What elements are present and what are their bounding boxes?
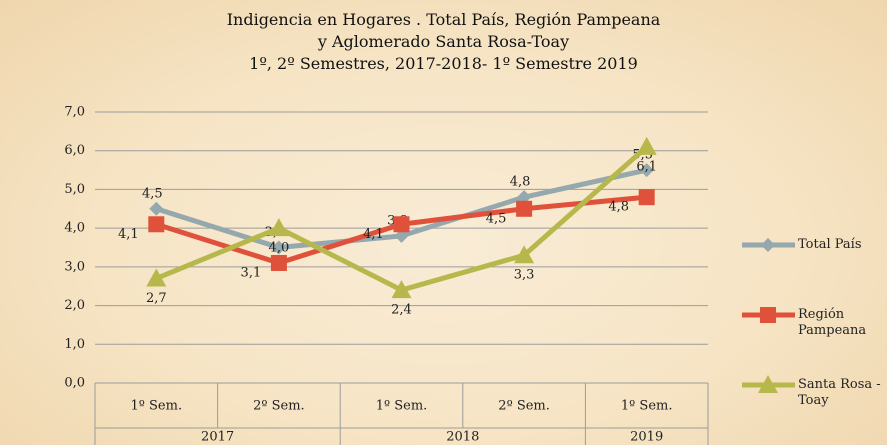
legend-label: Región Pampeana bbox=[798, 307, 867, 338]
point bbox=[394, 228, 409, 243]
point bbox=[148, 216, 165, 233]
x-tick-label: 2º Sem. bbox=[253, 399, 305, 414]
legend-marker bbox=[760, 307, 776, 323]
data-label: 4,0 bbox=[269, 241, 290, 256]
chart-title: y Aglomerado Santa Rosa-Toay bbox=[317, 32, 570, 51]
point bbox=[268, 218, 289, 237]
data-label: 3,3 bbox=[514, 268, 535, 283]
data-label: 4,1 bbox=[363, 227, 384, 242]
x-group-label: 2019 bbox=[630, 430, 663, 445]
x-group-label: 2018 bbox=[446, 430, 479, 445]
legend-marker bbox=[758, 375, 778, 393]
y-tick-label: 7,0 bbox=[64, 105, 85, 120]
x-tick-label: 1º Sem. bbox=[376, 399, 428, 414]
point bbox=[639, 163, 654, 178]
point bbox=[149, 201, 164, 216]
data-label: 2,7 bbox=[146, 291, 167, 306]
y-tick-label: 4,0 bbox=[64, 221, 85, 236]
data-label: 4,8 bbox=[510, 175, 531, 190]
chart-title: 1º, 2º Semestres, 2017-2018- 1º Semestre… bbox=[249, 54, 638, 73]
x-group-label: 2017 bbox=[201, 430, 234, 445]
x-tick-label: 1º Sem. bbox=[131, 399, 183, 414]
y-tick-label: 6,0 bbox=[64, 143, 85, 158]
y-tick-label: 3,0 bbox=[64, 259, 85, 274]
y-tick-label: 0,0 bbox=[64, 376, 85, 391]
point bbox=[516, 200, 533, 217]
data-label: 3,1 bbox=[241, 265, 262, 280]
legend-label: Total País bbox=[798, 237, 862, 252]
data-label: 2,4 bbox=[391, 303, 412, 318]
point bbox=[517, 190, 532, 205]
point bbox=[393, 216, 410, 233]
point bbox=[271, 240, 286, 255]
point bbox=[391, 280, 412, 299]
y-tick-label: 1,0 bbox=[64, 337, 85, 352]
y-tick-label: 2,0 bbox=[64, 298, 85, 313]
point bbox=[146, 268, 167, 287]
data-label: 6,1 bbox=[636, 159, 657, 174]
y-tick-label: 5,0 bbox=[64, 182, 85, 197]
chart-title: Indigencia en Hogares . Total País, Regi… bbox=[226, 10, 661, 29]
point bbox=[636, 136, 657, 155]
data-label: 4,8 bbox=[608, 200, 629, 215]
point bbox=[514, 245, 535, 264]
legend-label: Santa Rosa - Toay bbox=[798, 377, 881, 408]
x-tick-label: 1º Sem. bbox=[621, 399, 673, 414]
point bbox=[638, 189, 655, 206]
point bbox=[270, 254, 287, 271]
legend-marker bbox=[761, 238, 775, 252]
x-tick-label: 2º Sem. bbox=[498, 399, 550, 414]
data-label: 4,5 bbox=[142, 186, 163, 201]
data-label: 4,5 bbox=[486, 211, 507, 226]
data-label: 4,1 bbox=[118, 227, 139, 242]
